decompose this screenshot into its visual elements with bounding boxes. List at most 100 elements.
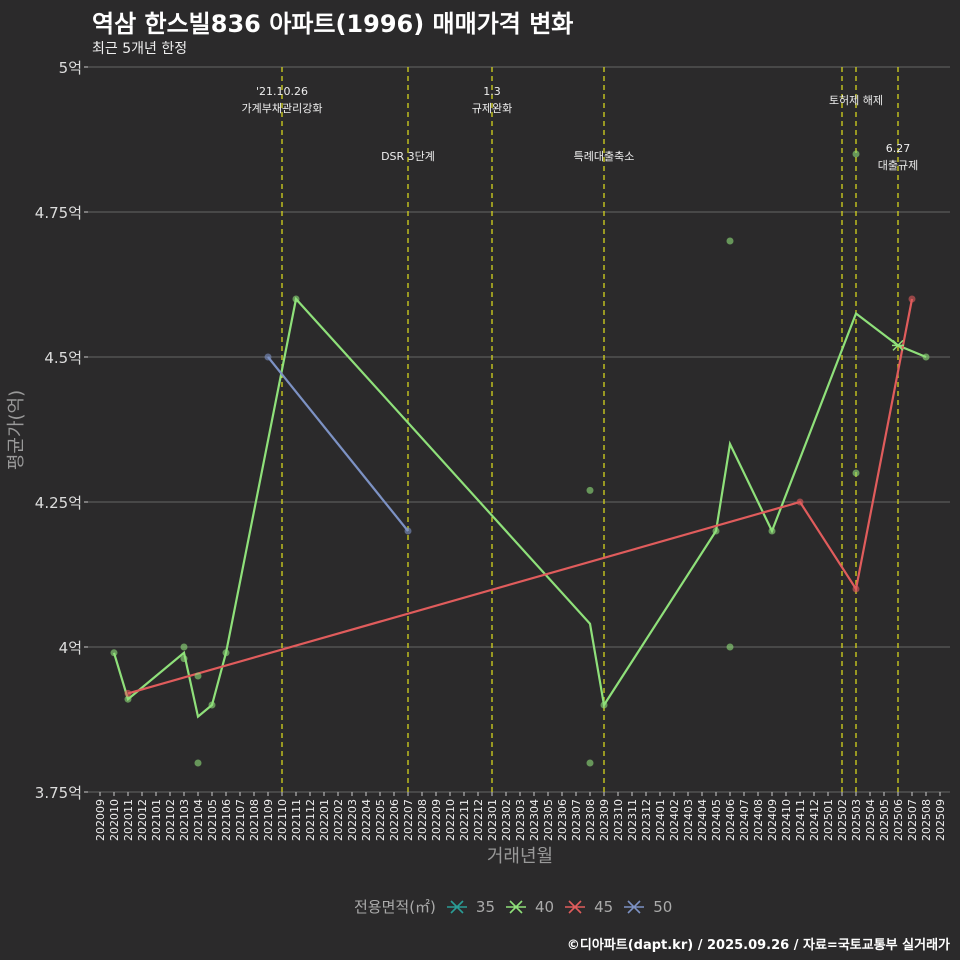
transaction-point	[922, 353, 930, 361]
x-tick-label: 202105	[206, 799, 219, 841]
x-tick-label: 202307	[570, 799, 583, 841]
transaction-point	[586, 759, 594, 767]
x-tick-label: 202412	[808, 799, 821, 841]
x-tick-label: 202208	[416, 799, 429, 841]
x-tick-label: 202103	[178, 799, 191, 841]
event-label: 토허제 해제	[829, 93, 883, 107]
x-tick-label: 202401	[654, 799, 667, 841]
x-tick-label: 202306	[556, 799, 569, 841]
x-tick-label: 202101	[150, 799, 163, 841]
transaction-point	[110, 649, 118, 657]
x-tick-label: 202305	[542, 799, 555, 841]
transaction-point	[726, 643, 734, 651]
x-tick-label: 202502	[836, 799, 849, 841]
legend-label: 45	[594, 897, 614, 916]
chart-subtitle: 최근 5개년 한정	[92, 41, 188, 57]
x-tick-label: 202212	[472, 799, 485, 841]
x-tick-label: 202302	[500, 799, 513, 841]
x-tick-label: 202409	[766, 799, 779, 841]
legend-item-45: 45	[564, 898, 613, 916]
y-tick-label: 4.5억	[44, 349, 82, 367]
y-axis-title: 평균가(억)	[6, 390, 27, 470]
x-tick-label: 202408	[752, 799, 765, 841]
x-tick-label: 202205	[374, 799, 387, 841]
legend-label: 50	[653, 897, 673, 916]
x-tick-label: 202110	[276, 799, 289, 841]
y-tick-label: 5억	[59, 59, 82, 77]
y-tick-label: 3.75억	[35, 784, 82, 802]
x-tick-label: 202206	[388, 799, 401, 841]
event-label: '21.10.26	[256, 85, 308, 98]
transaction-point	[600, 701, 608, 709]
x-tick-label: 202011	[122, 799, 135, 841]
event-label: DSR 3단계	[381, 150, 435, 163]
x-tick-label: 202312	[640, 799, 653, 841]
x-tick-label: 202204	[360, 799, 373, 841]
transaction-point	[712, 527, 720, 535]
chart-title: 역삼 한스빌836 아파트(1996) 매매가격 변화	[92, 10, 574, 38]
x-tick-label: 202406	[724, 799, 737, 841]
series-line-50	[267, 356, 409, 532]
x-tick-label: 202410	[780, 799, 793, 841]
event-label: 규제완화	[472, 102, 512, 115]
transaction-point	[208, 701, 216, 709]
y-tick-label: 4.25억	[35, 494, 82, 512]
series-line-40	[112, 296, 927, 719]
transaction-point	[586, 486, 594, 494]
transaction-point	[124, 695, 132, 703]
x-tick-label: 202509	[934, 799, 947, 841]
event-label: 대출규제	[878, 159, 918, 172]
transaction-point	[180, 643, 188, 651]
event-label: 6.27	[886, 142, 911, 155]
transaction-point	[852, 585, 860, 593]
transaction-point	[852, 150, 860, 158]
x-tick-label: 202311	[626, 799, 639, 841]
transaction-point	[194, 759, 202, 767]
legend-key-icon	[565, 899, 586, 914]
x-tick-label: 202210	[444, 799, 457, 841]
legend-item-35: 35	[446, 898, 495, 916]
x-tick-label: 202507	[906, 799, 919, 841]
y-tick-label: 4억	[59, 639, 82, 657]
x-tick-label: 202304	[528, 799, 541, 841]
legend-label: 40	[535, 897, 555, 916]
transaction-point	[124, 689, 132, 697]
transaction-point	[768, 527, 776, 535]
x-tick-label: 202504	[864, 799, 877, 841]
transaction-point	[852, 469, 860, 477]
x-tick-label: 202501	[822, 799, 835, 841]
legend-item-40: 40	[505, 898, 554, 916]
x-tick-label: 202112	[304, 799, 317, 841]
series-line-45	[127, 298, 914, 695]
event-label: 특례대출축소	[574, 150, 635, 163]
x-tick-label: 202405	[710, 799, 723, 841]
source-caption: ©디아파트(dapt.kr) / 2025.09.26 / 자료=국토교통부 실…	[566, 938, 950, 953]
transaction-point	[292, 295, 300, 303]
x-tick-label: 202407	[738, 799, 751, 841]
point-marker	[892, 339, 904, 351]
x-tick-label: 202104	[192, 799, 205, 841]
x-tick-label: 202108	[248, 799, 261, 841]
transaction-point	[180, 655, 188, 663]
legend-key-icon	[446, 899, 467, 914]
x-tick-label: 202202	[332, 799, 345, 841]
legend-title: 전용면적(㎡)	[354, 898, 436, 916]
x-tick-label: 202201	[318, 799, 331, 841]
x-tick-label: 202301	[486, 799, 499, 841]
x-tick-label: 202508	[920, 799, 933, 841]
legend-label: 35	[475, 897, 495, 916]
x-tick-label: 202012	[136, 799, 149, 841]
legend: 전용면적(㎡) 35 40 45 50	[354, 896, 672, 917]
transaction-point	[194, 672, 202, 680]
transaction-point	[908, 295, 916, 303]
transaction-point	[222, 649, 230, 657]
x-tick-label: 202106	[220, 799, 233, 841]
transaction-point	[264, 353, 272, 361]
x-tick-label: 202309	[598, 799, 611, 841]
x-tick-label: 202506	[892, 799, 905, 841]
x-tick-label: 202503	[850, 799, 863, 841]
x-tick-label: 202303	[514, 799, 527, 841]
x-tick-label: 202211	[458, 799, 471, 841]
y-tick-label: 4.75억	[35, 204, 82, 222]
